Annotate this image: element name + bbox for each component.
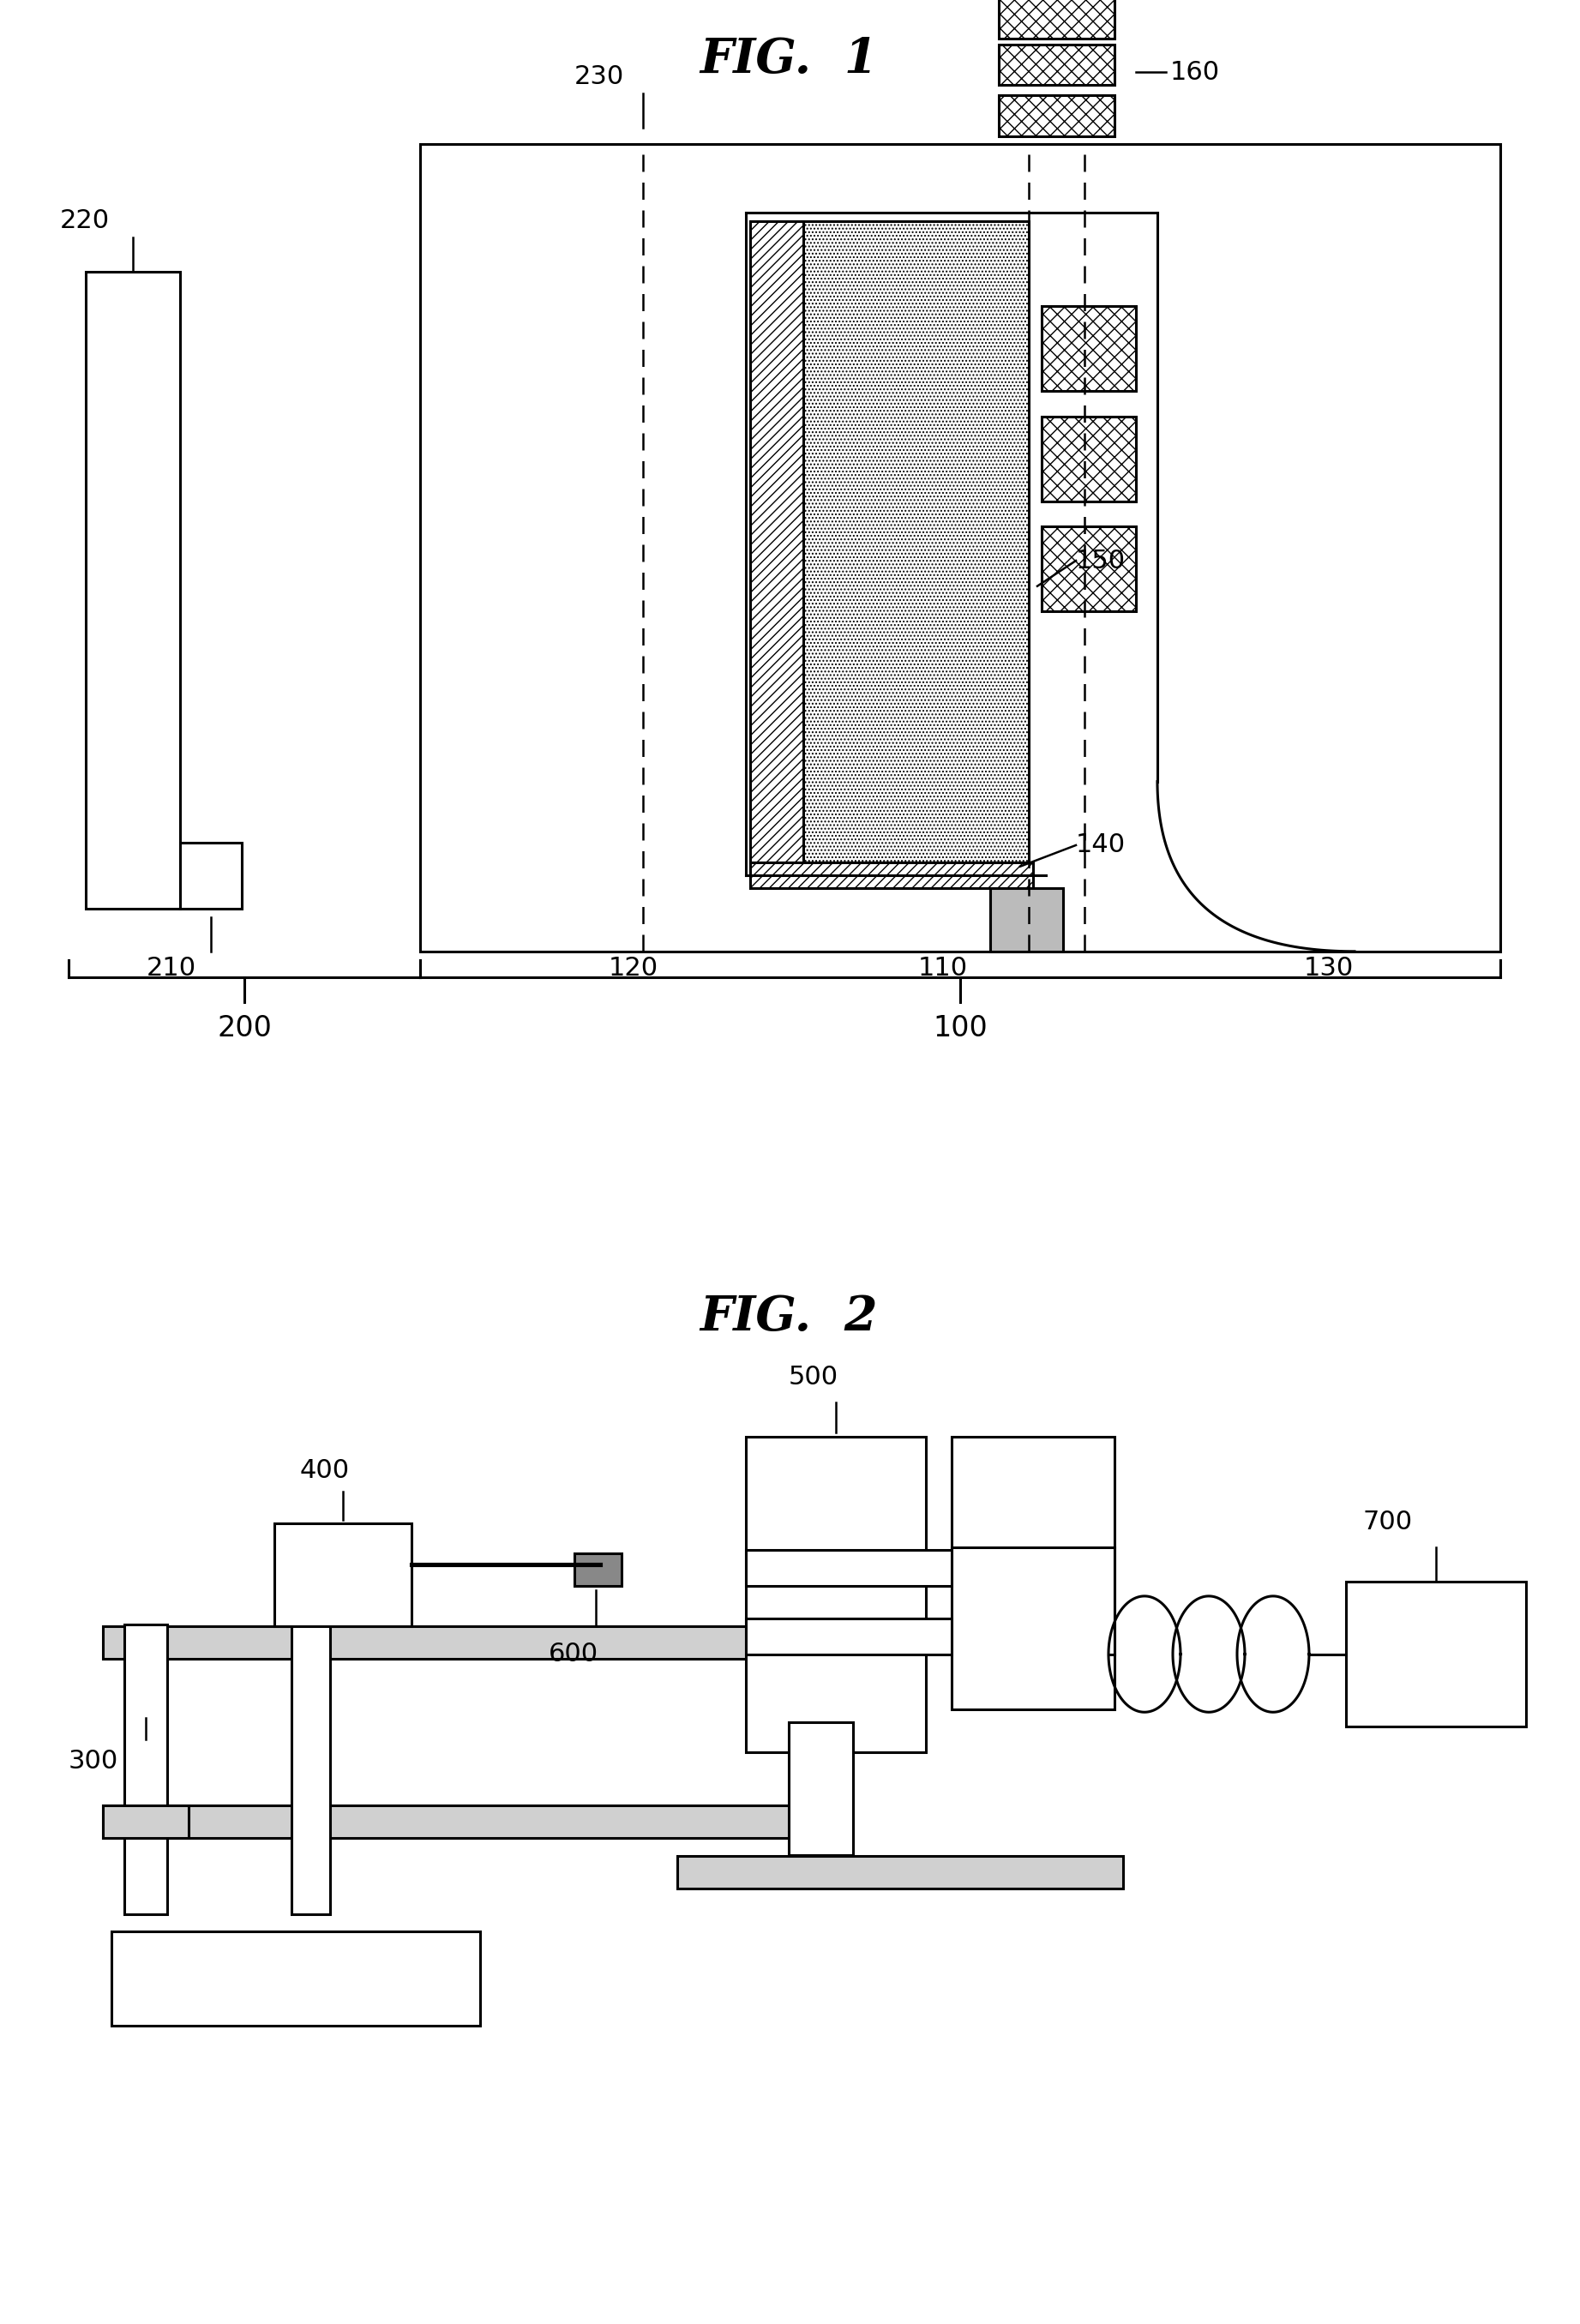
Text: 220: 220 — [60, 209, 111, 232]
Bar — [750, 862, 1033, 888]
Bar — [103, 1627, 806, 1659]
Text: 200: 200 — [216, 1013, 272, 1041]
Text: 600: 600 — [548, 1641, 599, 1666]
Bar — [1041, 307, 1136, 390]
Bar — [801, 221, 1029, 862]
Bar — [999, 95, 1114, 135]
Bar — [746, 1618, 951, 1655]
Bar — [746, 1436, 926, 1752]
Text: 500: 500 — [788, 1364, 839, 1390]
Bar — [788, 1722, 853, 1855]
Bar — [1041, 528, 1136, 611]
Text: 210: 210 — [147, 955, 196, 981]
Bar — [1346, 1583, 1526, 1727]
Bar — [103, 1806, 188, 1838]
Bar — [85, 272, 180, 909]
Bar — [275, 1525, 411, 1627]
Text: 400: 400 — [300, 1457, 349, 1483]
Text: 160: 160 — [1171, 60, 1220, 84]
Bar — [125, 1624, 167, 1915]
Bar — [999, 0, 1114, 37]
Text: FIG.  2: FIG. 2 — [700, 1294, 877, 1341]
Bar — [746, 1550, 951, 1585]
Bar — [1041, 416, 1136, 502]
Bar — [678, 1857, 1123, 1889]
Bar — [103, 1806, 806, 1838]
Text: 700: 700 — [1364, 1508, 1413, 1534]
Text: FIG.  1: FIG. 1 — [700, 35, 877, 84]
Bar — [420, 144, 1501, 951]
Text: 130: 130 — [1304, 955, 1354, 981]
Text: 110: 110 — [918, 955, 969, 981]
Text: 100: 100 — [932, 1013, 988, 1041]
Text: 140: 140 — [1076, 832, 1125, 858]
Text: 300: 300 — [68, 1748, 118, 1773]
Text: 120: 120 — [608, 955, 659, 981]
Bar — [991, 888, 1063, 951]
Bar — [750, 221, 803, 862]
Bar — [951, 1436, 1114, 1710]
Bar — [291, 1624, 330, 1915]
Bar — [180, 844, 242, 909]
Bar — [999, 44, 1114, 86]
Text: 150: 150 — [1076, 548, 1125, 574]
Bar — [575, 1552, 621, 1585]
Text: 230: 230 — [575, 65, 624, 88]
Bar — [112, 1931, 480, 2024]
